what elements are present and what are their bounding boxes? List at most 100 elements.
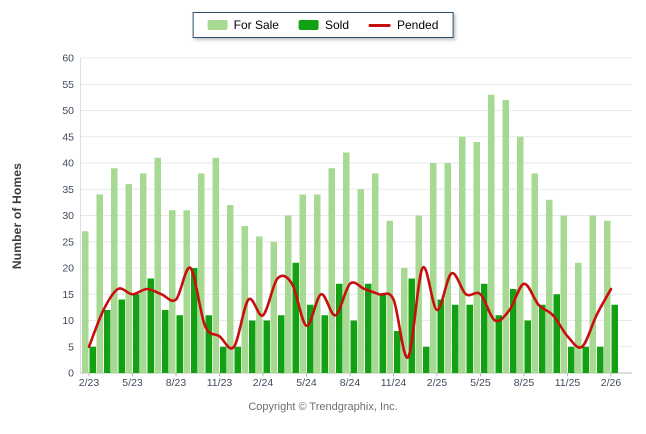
bar-sold [582,346,589,373]
bar-sold [437,299,444,373]
bar-for-sale [459,136,466,373]
bar-sold [365,283,372,373]
bar-sold [191,268,198,373]
bar-sold [539,304,546,373]
y-axis-tick-label: 0 [68,368,74,380]
bar-for-sale [314,194,321,373]
y-axis-tick-label: 10 [62,315,74,327]
bar-sold [205,315,212,373]
bar-sold [133,294,140,373]
bar-sold [321,315,328,373]
y-axis-tick-label: 5 [68,341,74,353]
x-axis-tick-label: 2/24 [253,377,274,389]
bar-sold [379,294,386,373]
bar-for-sale [270,241,277,373]
y-axis-tick-label: 15 [62,289,74,301]
bar-sold [510,289,517,373]
legend-label-for-sale: For Sale [233,18,279,32]
bar-for-sale [183,210,190,373]
bar-for-sale [372,173,379,373]
x-axis-tick-label: 11/25 [555,377,581,389]
bar-for-sale [111,168,118,373]
x-axis-tick-label: 2/25 [427,377,448,389]
legend-item-for-sale: For Sale [207,18,279,32]
x-axis-tick-label: 8/23 [166,377,187,389]
bar-sold [176,315,183,373]
legend-item-sold: Sold [298,18,350,32]
legend-label-sold: Sold [324,18,350,32]
bar-for-sale [473,142,480,373]
x-axis-tick-label: 5/23 [122,377,143,389]
bar-sold [307,304,314,373]
bar-for-sale [517,136,524,373]
bar-for-sale [430,163,437,373]
bar-for-sale [589,215,596,373]
bar-for-sale [140,173,147,373]
bar-for-sale [82,231,89,373]
bar-sold [89,346,96,373]
bar-for-sale [241,226,248,373]
y-axis-tick-label: 20 [62,263,74,275]
bar-sold [292,262,299,373]
x-axis-tick-label: 8/25 [514,377,535,389]
y-axis-tick-label: 40 [62,158,74,170]
bar-for-sale [227,205,234,373]
bar-sold [118,299,125,373]
bar-sold [162,310,169,373]
y-axis-tick-label: 50 [62,105,74,117]
x-axis-tick-label: 11/23 [207,377,233,389]
bar-for-sale [154,157,161,373]
bar-for-sale [560,215,567,373]
pended-line [87,266,613,359]
bar-for-sale [256,236,263,373]
bar-sold [481,283,488,373]
bar-sold [452,304,459,373]
x-axis-tick-label: 5/25 [470,377,491,389]
bar-sold [234,346,241,373]
x-axis-tick-label: 5/24 [296,377,317,389]
for-sale-swatch-icon [207,20,228,30]
bar-for-sale [299,194,306,373]
bar-sold [466,304,473,373]
bar-for-sale [531,173,538,373]
bar-sold [147,278,154,373]
bar-sold [278,315,285,373]
bar-for-sale [575,262,582,373]
bar-sold [597,346,604,373]
y-axis-tick-label: 45 [62,131,74,143]
bar-sold [220,346,227,373]
y-axis-tick-label: 30 [62,210,74,222]
bar-for-sale [212,157,219,373]
bar-for-sale [198,173,205,373]
bar-sold [524,320,531,373]
bar-sold [350,320,357,373]
sold-swatch-icon [298,20,319,30]
bar-for-sale [285,215,292,373]
bar-sold [553,294,560,373]
bar-for-sale [357,189,364,373]
y-axis-tick-label: 60 [62,53,74,65]
bar-for-sale [502,100,509,373]
bar-for-sale [444,163,451,373]
bar-sold [408,278,415,373]
legend: For Sale Sold Pended [192,12,454,38]
bar-sold [423,346,430,373]
bar-sold [394,331,401,373]
bar-for-sale [96,194,103,373]
bar-sold [611,304,618,373]
bar-for-sale [169,210,176,373]
x-axis-tick-label: 2/23 [79,377,100,389]
bar-for-sale [401,268,408,373]
bar-for-sale [546,199,553,373]
bar-for-sale [488,94,495,373]
copyright-text: Copyright © Trendgraphix, Inc. [248,401,398,413]
bar-sold [568,346,575,373]
bar-sold [263,320,270,373]
x-axis-tick-label: 2/26 [601,377,622,389]
y-axis-title: Number of Homes [10,162,24,270]
bar-sold [336,283,343,373]
y-axis-tick-label: 55 [62,79,74,91]
bar-for-sale [328,168,335,373]
